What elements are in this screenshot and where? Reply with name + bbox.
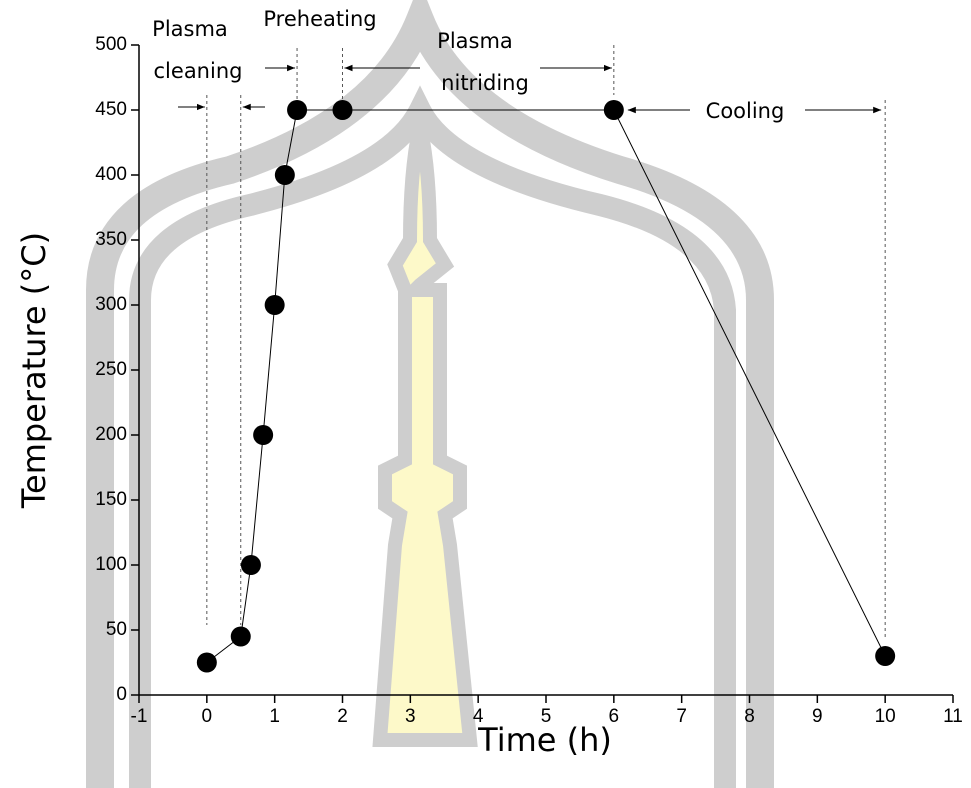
data-point: [875, 646, 895, 666]
x-tick-label: 3: [405, 706, 416, 727]
x-tick-label: 7: [676, 706, 687, 727]
data-point: [253, 425, 273, 445]
y-tick-label: 200: [95, 424, 127, 445]
x-tick-label: 8: [744, 706, 755, 727]
annotation: cleaning: [154, 59, 243, 83]
data-point: [275, 165, 295, 185]
y-tick-label: 450: [95, 99, 127, 120]
annotation: Plasma: [152, 17, 228, 41]
x-tick-label: 0: [202, 706, 213, 727]
data-point: [333, 100, 353, 120]
data-point: [231, 627, 251, 647]
annotation: nitriding: [441, 71, 529, 95]
x-tick-label: 10: [875, 706, 896, 727]
y-tick-label: 400: [95, 164, 127, 185]
y-tick-label: 100: [95, 554, 127, 575]
data-point: [241, 555, 261, 575]
x-tick-label: 6: [609, 706, 620, 727]
y-tick-label: 300: [95, 294, 127, 315]
y-tick-label: 0: [116, 684, 127, 705]
annotation: Plasma: [437, 29, 513, 53]
chart: Time (h) Temperature (°C) -1012345678910…: [0, 0, 971, 788]
x-tick-label: 9: [812, 706, 823, 727]
data-point: [265, 295, 285, 315]
y-tick-label: 500: [95, 34, 127, 55]
y-tick-label: 150: [95, 489, 127, 510]
y-axis-title: Temperature (°C): [15, 232, 53, 509]
x-tick-label: 5: [541, 706, 552, 727]
watermark: [100, 20, 760, 788]
data-point: [604, 100, 624, 120]
annotation: Preheating: [263, 7, 376, 31]
data-point: [287, 100, 307, 120]
x-tick-label: 11: [943, 706, 963, 727]
x-tick-label: 2: [337, 706, 348, 727]
x-tick-label: 4: [473, 706, 484, 727]
data-point: [197, 653, 217, 673]
annotation: Cooling: [706, 99, 785, 123]
x-tick-label: -1: [131, 706, 148, 727]
y-tick-label: 350: [95, 229, 127, 250]
x-tick-label: 1: [269, 706, 280, 727]
y-tick-label: 250: [95, 359, 127, 380]
y-tick-label: 50: [106, 619, 127, 640]
